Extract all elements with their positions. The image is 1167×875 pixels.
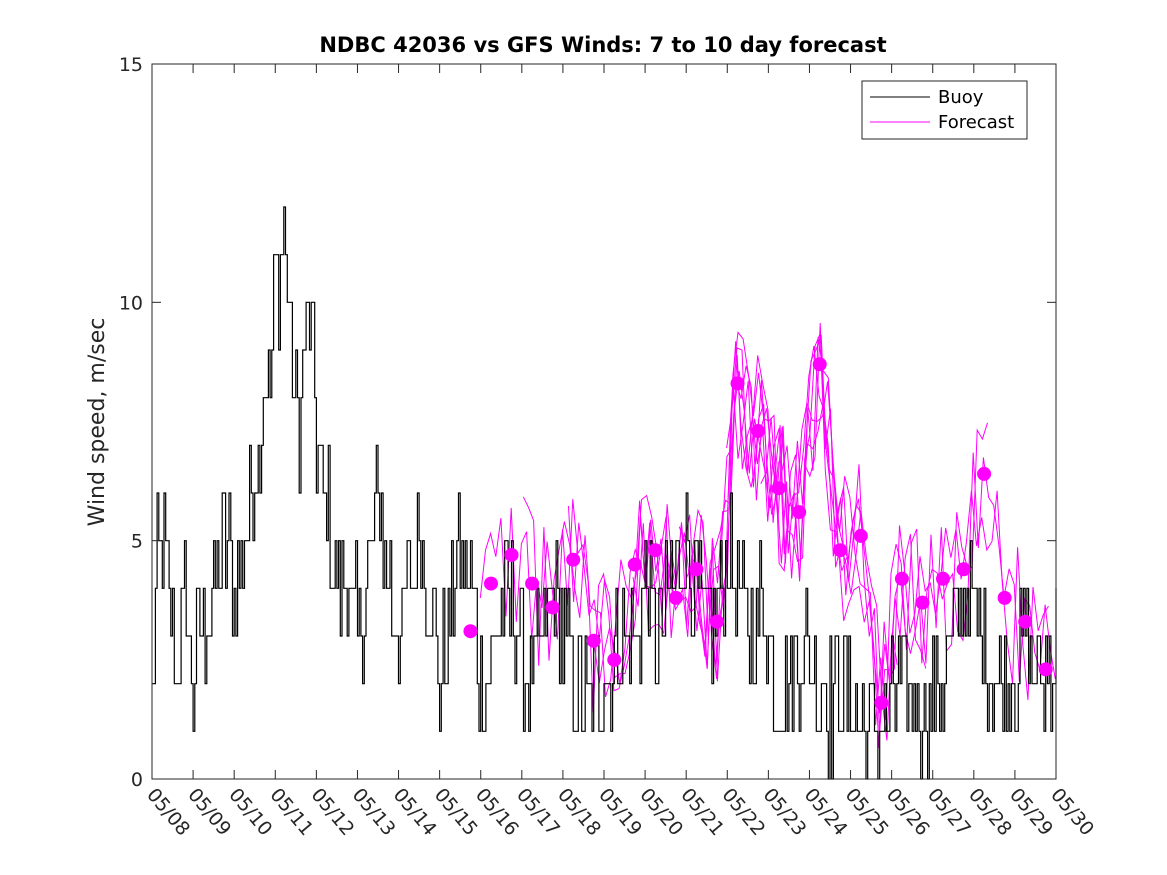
forecast-point	[607, 652, 622, 667]
x-tick-label: 05/08	[142, 784, 194, 840]
legend-buoy-label: Buoy	[938, 87, 984, 108]
forecast-point	[668, 590, 683, 605]
forecast-point	[751, 424, 766, 439]
forecast-point	[463, 624, 478, 639]
x-tick-label: 05/26	[882, 784, 934, 840]
y-axis-label: Wind speed, m/sec	[85, 318, 110, 527]
forecast-point	[1018, 614, 1033, 629]
forecast-point	[977, 466, 992, 481]
forecast-point	[730, 376, 745, 391]
forecast-run-line	[726, 345, 1056, 726]
legend-forecast-label: Forecast	[938, 112, 1014, 133]
forecast-point	[833, 543, 848, 558]
legend: Buoy Forecast	[861, 80, 1028, 140]
x-tick-label: 05/16	[471, 784, 523, 840]
forecast-point	[1038, 662, 1053, 677]
buoy-line	[152, 206, 1057, 780]
forecast-point	[689, 562, 704, 577]
forecast-run-line	[678, 337, 988, 714]
x-tick-label: 05/27	[923, 784, 975, 840]
buoy-series-line	[152, 206, 1057, 780]
y-axis-ticks: 0 5 10 15	[119, 54, 1056, 791]
x-tick-label: 05/18	[553, 784, 605, 840]
x-tick-label: 05/11	[265, 784, 317, 840]
x-axis-ticks: 05/0805/0905/1005/1105/1205/1305/1405/15…	[142, 64, 1098, 840]
chart-title: NDBC 42036 vs GFS Winds: 7 to 10 day for…	[319, 33, 886, 57]
x-tick-label: 05/14	[389, 784, 441, 840]
forecast-markers	[463, 357, 1053, 710]
x-tick-label: 05/10	[224, 784, 276, 840]
forecast-point	[710, 614, 724, 629]
forecast-point	[894, 571, 909, 586]
legend-box	[861, 80, 1028, 140]
x-tick-label: 05/20	[635, 784, 687, 840]
x-tick-label: 05/23	[759, 784, 811, 840]
y-tick-label: 15	[119, 54, 143, 76]
x-tick-label: 05/19	[594, 784, 646, 840]
forecast-run-line	[522, 334, 848, 698]
forecast-point	[525, 576, 540, 591]
forecast-point	[504, 547, 519, 562]
forecast-point	[484, 576, 498, 591]
forecast-point	[956, 562, 971, 577]
x-tick-label: 05/15	[430, 784, 482, 840]
y-tick-label: 5	[131, 531, 143, 553]
forecast-point	[874, 695, 889, 710]
forecast-point	[586, 633, 601, 648]
x-tick-label: 05/12	[307, 784, 359, 840]
forecast-point	[936, 571, 950, 586]
x-tick-label: 05/29	[1005, 784, 1057, 840]
x-tick-label: 05/30	[1046, 784, 1098, 840]
y-tick-label: 0	[131, 769, 143, 791]
forecast-point	[545, 600, 560, 615]
forecast-run-line	[760, 381, 1049, 748]
x-tick-label: 05/13	[348, 784, 400, 840]
forecast-point	[812, 357, 827, 372]
forecast-point	[853, 528, 868, 543]
y-tick-label: 10	[119, 292, 143, 314]
forecast-point	[792, 505, 807, 520]
forecast-point	[627, 557, 642, 572]
forecast-point	[566, 552, 581, 567]
x-tick-label: 05/09	[183, 784, 235, 840]
forecast-point	[997, 590, 1012, 605]
x-tick-label: 05/24	[800, 784, 852, 840]
x-tick-label: 05/28	[964, 784, 1016, 840]
x-tick-label: 05/21	[676, 784, 728, 840]
forecast-point	[648, 543, 663, 558]
x-tick-label: 05/17	[512, 784, 564, 840]
x-tick-label: 05/25	[841, 784, 893, 840]
forecast-point	[771, 481, 786, 496]
x-tick-label: 05/22	[717, 784, 769, 840]
forecast-point	[915, 595, 930, 610]
